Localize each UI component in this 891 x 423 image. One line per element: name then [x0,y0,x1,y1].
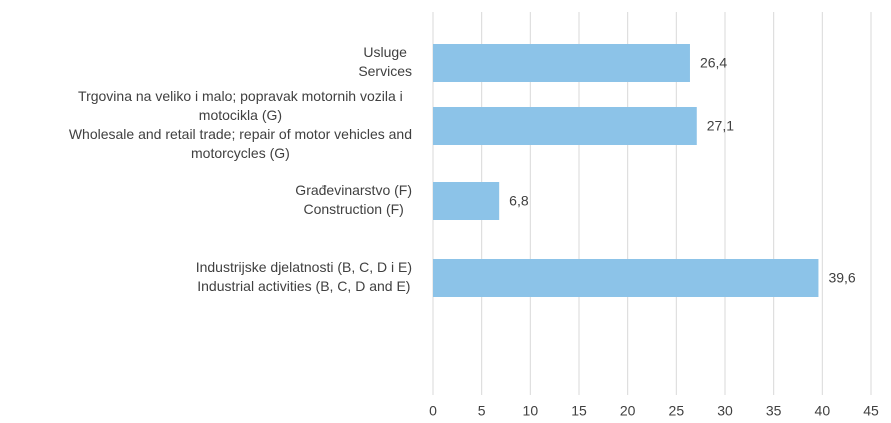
x-tick-label: 40 [815,403,831,419]
category-label-line: Industrial activities (B, C, D and E) [197,278,410,294]
value-label: 26,4 [700,55,727,71]
bar [433,107,697,145]
x-tick-label: 20 [620,403,636,419]
category-label-line: Services [358,63,412,79]
x-tick-label: 35 [766,403,782,419]
x-tick-label: 45 [863,403,879,419]
category-label-line: motocikla (G) [199,107,282,123]
value-label: 6,8 [509,193,529,209]
x-tick-label: 30 [717,403,733,419]
value-label: 27,1 [707,118,734,134]
x-tick-label: 0 [429,403,437,419]
category-label: Trgovina na veliko i malo; popravak moto… [69,88,412,161]
category-label-line: Usluge [363,44,407,60]
category-label-line: Construction (F) [303,201,403,217]
category-label-line: Wholesale and retail trade; repair of mo… [69,126,412,142]
category-label: Industrijske djelatnosti (B, C, D i E) In… [196,259,412,294]
bar [433,44,690,82]
x-tick-label: 5 [478,403,486,419]
x-tick-label: 15 [571,403,587,419]
category-label-line: motorcycles (G) [191,145,290,161]
category-label-line: Trgovina na veliko i malo; popravak moto… [78,88,403,104]
x-tick-label: 10 [523,403,539,419]
category-label-line: Građevinarstvo (F) [295,182,412,198]
category-label-line: Industrijske djelatnosti (B, C, D i E) [196,259,412,275]
bar [433,259,819,297]
category-label: Usluge Services [358,44,412,79]
x-tick-label: 25 [669,403,685,419]
bar [433,182,500,220]
category-label: Građevinarstvo (F) Construction (F) [295,182,412,217]
value-label: 39,6 [828,270,855,286]
